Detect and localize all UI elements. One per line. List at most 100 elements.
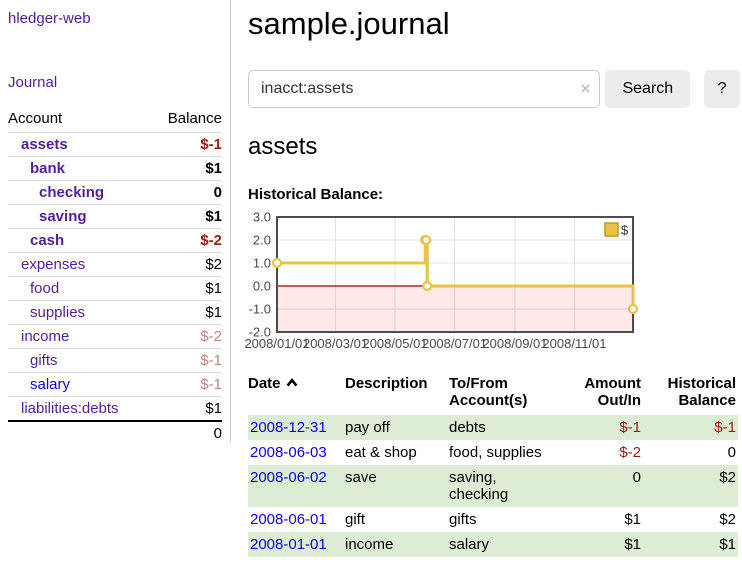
search-input[interactable] bbox=[248, 70, 601, 108]
legend-label: $ bbox=[621, 223, 629, 238]
account-link-income[interactable]: income bbox=[21, 328, 70, 345]
account-heading: assets bbox=[248, 133, 318, 160]
account-link-supplies[interactable]: supplies bbox=[30, 304, 86, 321]
accounts-header-row: Account Balance bbox=[8, 107, 222, 133]
transaction-description: pay off bbox=[345, 419, 390, 436]
accounts-total-spacer bbox=[8, 420, 152, 446]
transaction-accounts: debts bbox=[449, 419, 486, 436]
y-axis-tick-label: 2.0 bbox=[253, 233, 271, 248]
transaction-balance: $2 bbox=[719, 511, 736, 528]
account-row: cash $-2 bbox=[8, 228, 222, 253]
data-point-marker bbox=[627, 303, 639, 315]
account-link-cash[interactable]: cash bbox=[30, 232, 65, 249]
y-axis-tick-label: -1.0 bbox=[249, 302, 271, 317]
account-link-checking[interactable]: checking bbox=[39, 184, 105, 201]
x-axis-tick-label: 2008/09/01 bbox=[482, 336, 547, 351]
data-point-marker bbox=[271, 257, 283, 269]
accounts-col-account: Account bbox=[8, 107, 152, 133]
register-body: 2008-12-31 pay off debts $-1 $-1 2008-06-03 ea… bbox=[248, 415, 738, 557]
register-col-balance: Historical Balance bbox=[667, 375, 736, 409]
accounts-body: assets $-1 bank $1 checking 0 saving $1 cash $-2 e… bbox=[8, 132, 222, 422]
account-balance: $1 bbox=[151, 276, 222, 301]
account-link-liabilities-debts[interactable]: liabilities:debts bbox=[21, 400, 119, 417]
account-row: supplies $1 bbox=[8, 300, 222, 325]
account-balance: $-2 bbox=[151, 324, 222, 349]
transaction-accounts: food, supplies bbox=[449, 444, 542, 461]
transaction-balance: $-1 bbox=[714, 419, 736, 436]
transaction-description: gift bbox=[345, 511, 366, 528]
accounts-col-balance: Balance bbox=[151, 107, 222, 133]
search-button[interactable]: Search bbox=[605, 70, 691, 108]
account-row: liabilities:debts $1 bbox=[8, 397, 222, 422]
transaction-description: income bbox=[345, 536, 394, 553]
legend-swatch bbox=[604, 222, 619, 237]
clear-search-icon[interactable]: × bbox=[580, 79, 591, 99]
register-row: 2008-06-02 save saving, checking 0 $2 bbox=[248, 465, 738, 507]
data-point-marker bbox=[421, 234, 432, 246]
transaction-accounts: gifts bbox=[449, 511, 477, 528]
register-header-row: Date Description To/From Account(s) Amou… bbox=[248, 371, 738, 415]
x-axis-tick-label: 2008/11/01 bbox=[542, 336, 606, 351]
account-link-gifts[interactable]: gifts bbox=[30, 352, 58, 369]
sort-asc-icon bbox=[286, 378, 297, 387]
transaction-amount: $-2 bbox=[619, 444, 641, 461]
register-col-date[interactable]: Date bbox=[248, 371, 345, 415]
account-link-salary[interactable]: salary bbox=[30, 376, 71, 393]
transaction-amount: $1 bbox=[624, 511, 641, 528]
x-axis-tick-label: 2008/05/01 bbox=[362, 336, 427, 351]
account-link-saving[interactable]: saving bbox=[39, 208, 87, 225]
x-axis-tick-label: 2008/07/01 bbox=[422, 336, 487, 351]
y-axis-tick-label: 0.0 bbox=[253, 279, 271, 294]
y-axis-tick-label: 3.0 bbox=[253, 210, 271, 225]
account-balance: $1 bbox=[151, 156, 222, 181]
transaction-balance: $2 bbox=[719, 469, 736, 486]
account-row: assets $-1 bbox=[8, 132, 222, 157]
account-balance: $-2 bbox=[151, 228, 222, 253]
balance-chart: 3.0 2.0 1.0 0.0 -1.0 -2.0 2008/01/01 2008/03/01… bbox=[243, 209, 742, 357]
account-row: checking 0 bbox=[8, 180, 222, 205]
register-row: 2008-06-03 eat & shop food, supplies $-2 0 bbox=[248, 440, 738, 465]
data-point-marker bbox=[422, 280, 433, 292]
account-balance: $2 bbox=[151, 252, 222, 277]
account-balance: $1 bbox=[151, 204, 222, 229]
account-balance: 0 bbox=[151, 180, 222, 205]
register-row: 2008-12-31 pay off debts $-1 $-1 bbox=[248, 415, 738, 440]
register-col-accounts: To/From Account(s) bbox=[449, 375, 528, 409]
register-table: Date Description To/From Account(s) Amou… bbox=[248, 371, 738, 557]
transaction-description: save bbox=[345, 469, 377, 486]
transaction-date-link[interactable]: 2008-06-03 bbox=[250, 444, 327, 461]
account-link-food[interactable]: food bbox=[30, 280, 60, 297]
register-row: 2008-06-01 gift gifts $1 $2 bbox=[248, 507, 738, 532]
account-balance: $-1 bbox=[151, 372, 222, 397]
transaction-accounts: salary bbox=[449, 536, 490, 553]
account-link-bank[interactable]: bank bbox=[30, 160, 66, 177]
account-balance: $-1 bbox=[151, 132, 222, 157]
transaction-balance: 0 bbox=[727, 444, 736, 461]
transaction-accounts: saving, checking bbox=[449, 469, 509, 503]
register-col-amount: Amount Out/In bbox=[584, 375, 641, 409]
account-row: expenses $2 bbox=[8, 252, 222, 277]
x-axis-tick-label: 2008/03/01 bbox=[303, 336, 368, 351]
brand-link[interactable]: hledger-web bbox=[8, 10, 91, 27]
page-title: sample.journal bbox=[248, 6, 450, 41]
account-row: salary $-1 bbox=[8, 372, 222, 397]
account-balance: $1 bbox=[205, 400, 222, 417]
account-balance: $1 bbox=[151, 300, 222, 325]
transaction-date-link[interactable]: 2008-06-02 bbox=[250, 469, 327, 486]
sidebar-item-journal[interactable]: Journal bbox=[8, 74, 58, 91]
transaction-date-link[interactable]: 2008-01-01 bbox=[250, 536, 327, 553]
transaction-date-link[interactable]: 2008-06-01 bbox=[250, 511, 327, 528]
transaction-date-link[interactable]: 2008-12-31 bbox=[250, 419, 327, 436]
register-row: 2008-01-01 income salary $1 $1 bbox=[248, 532, 738, 557]
accounts-total-row: 0 bbox=[8, 420, 222, 446]
account-link-expenses[interactable]: expenses bbox=[21, 256, 86, 273]
account-link-assets[interactable]: assets bbox=[21, 136, 68, 153]
transaction-amount: 0 bbox=[632, 469, 641, 486]
search-input-wrap: × bbox=[248, 70, 601, 108]
register-col-description: Description bbox=[345, 375, 428, 392]
balance-chart-svg: 3.0 2.0 1.0 0.0 -1.0 -2.02008/01/012008/03/01… bbox=[244, 210, 639, 351]
account-row: saving $1 bbox=[8, 204, 222, 229]
y-axis-tick-label: 1.0 bbox=[253, 256, 271, 271]
help-button[interactable]: ? bbox=[704, 70, 740, 108]
account-row: income $-2 bbox=[8, 324, 222, 349]
